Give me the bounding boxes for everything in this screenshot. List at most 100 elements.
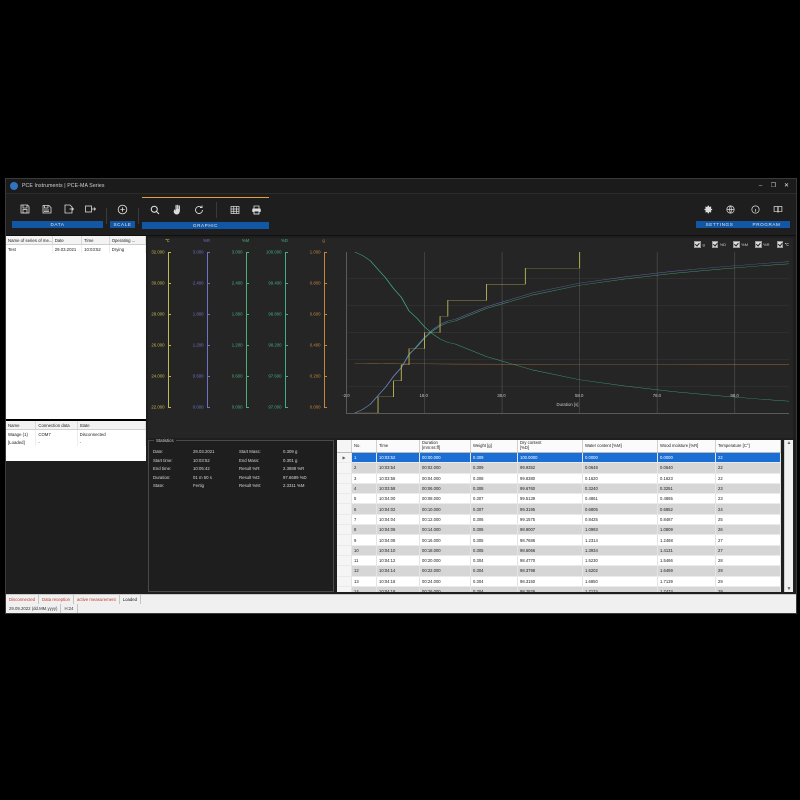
table-row[interactable]: 12 10:04:14 00:22.000 0.304 98.3798 1.6202 1.6…	[337, 566, 781, 577]
y-axis-tick-label-3-4: 97.600	[268, 373, 282, 379]
series-col-date[interactable]: Date	[53, 236, 83, 244]
table-row[interactable]: 14 10:04:18 00:26.000 0.304 98.2826 1.7174 1.7…	[337, 586, 781, 592]
connection-list-row[interactable]: [Loaded] - -	[6, 438, 146, 446]
table-row[interactable]: 7 10:04:04 00:12.000 0.306 99.1575 0.8425 0.84…	[337, 514, 781, 526]
connection-list-row[interactable]: Waage (1) COM7 Disconnected	[6, 430, 146, 438]
row-marker-10	[337, 555, 352, 566]
row-marker-5	[337, 504, 352, 514]
ribbon-group-label-settings[interactable]: SETTINGS	[696, 221, 743, 228]
table-row[interactable]: ▶ 1 10:03:52 00:00.000 0.309 100.0000 0.0000 0.…	[337, 453, 781, 464]
legend-item-0[interactable]: g	[694, 241, 705, 248]
cell-5-0: 6	[352, 504, 377, 514]
table-row[interactable]: 2 10:03:54 00:02.000 0.309 99.9352 0.0648 0.06…	[337, 463, 781, 474]
series-col-name[interactable]: Name of series of me...	[8, 236, 53, 244]
series-col-operating[interactable]: Operating ...	[110, 236, 146, 244]
zoom-icon[interactable]	[147, 203, 162, 217]
cell-2-1: 10:03:56	[377, 473, 420, 483]
data-grid-body[interactable]: ▶ 1 10:03:52 00:00.000 0.309 100.0000 0.0000 0.…	[337, 453, 781, 592]
chart-legend: g %D %M %R ℃	[694, 241, 789, 248]
grid-icon[interactable]	[227, 203, 242, 217]
grid-col-water-content[interactable]: Water content [%M]	[583, 440, 658, 452]
legend-checkbox-2[interactable]	[733, 241, 740, 248]
cell-5-1: 10:04:02	[377, 504, 420, 514]
table-row[interactable]: 8 10:04:06 00:14.000 0.306 98.9007 1.0993 1.08…	[337, 525, 781, 536]
legend-item-1[interactable]: %D	[711, 241, 726, 248]
maximize-button[interactable]: ❐	[770, 183, 777, 189]
grid-col-no[interactable]: No.	[352, 440, 377, 452]
table-row[interactable]: 4 10:03:58 00:06.000 0.308 99.6760 0.3240 0.32…	[337, 483, 781, 495]
table-row[interactable]: 13 10:04:16 00:24.000 0.304 98.3150 1.6850 1.7…	[337, 576, 781, 587]
table-row[interactable]: 9 10:04:08 00:16.000 0.305 98.7686 1.2314 1.24…	[337, 535, 781, 546]
table-row[interactable]: 3 10:03:56 00:04.000 0.308 99.8380 0.1620 0.16…	[337, 473, 781, 484]
window-body: Name of series of me... Date Time Operat…	[6, 236, 796, 594]
series-col-time[interactable]: Time	[82, 236, 110, 244]
legend-checkbox-3[interactable]	[755, 241, 762, 248]
print-icon[interactable]	[249, 203, 264, 217]
grid-col-time[interactable]: Time	[377, 440, 420, 452]
cell-8-3: 0.305	[471, 535, 518, 545]
y-axis-tick-3-5	[284, 407, 288, 408]
gear-icon[interactable]	[701, 202, 716, 216]
globe-icon[interactable]	[723, 202, 738, 216]
ribbon-group-label-data[interactable]: DATA	[12, 221, 103, 228]
scroll-down-button[interactable]: ▼	[786, 586, 792, 592]
measurement-chart[interactable]: g %D %M %R ℃ ℃ 32.000 30.000 28.000 26.000 24.000…	[148, 238, 793, 438]
connection-col-name[interactable]: Name	[6, 421, 37, 429]
save-series-icon[interactable]	[39, 202, 54, 216]
stat-value-left-4: Fertig	[193, 483, 204, 489]
cell-1-6: 0.0640	[658, 463, 716, 473]
database-export-icon[interactable]	[83, 202, 98, 216]
chart-plot-area[interactable]	[346, 252, 789, 414]
add-scale-icon[interactable]	[115, 202, 130, 216]
grid-col-wood-moisture[interactable]: Wood moisture [%R]	[658, 440, 716, 452]
legend-item-3[interactable]: %R	[755, 241, 770, 248]
grid-col-dry-content[interactable]: Dry content [%D]	[518, 440, 583, 452]
info-icon[interactable]	[748, 202, 763, 216]
series-list-row[interactable]: Test 29.03.2021 10:03:52 Drying	[6, 245, 146, 253]
cell-5-6: 0.6852	[658, 504, 716, 514]
connection-cell-state: Disconnected	[78, 430, 146, 438]
data-grid-panel[interactable]: No. Time Duration [mm:ss:ff] Weight [g] …	[337, 440, 781, 592]
close-button[interactable]: ✕	[783, 183, 790, 189]
right-panel: g %D %M %R ℃ ℃ 32.000 30.000 28.000 26.000 24.000…	[146, 236, 796, 594]
stat-value-right-1: 0.301 g	[283, 457, 298, 463]
legend-item-2[interactable]: %M	[733, 241, 748, 248]
manual-book-icon[interactable]	[770, 202, 785, 216]
legend-checkbox-4[interactable]	[776, 241, 783, 248]
y-axis-line-0	[167, 252, 169, 407]
export-icon[interactable]	[61, 202, 76, 216]
grid-col-weight[interactable]: Weight [g]	[471, 440, 518, 452]
cell-3-1: 10:03:58	[377, 483, 420, 494]
title-bar: PCE Instruments | PCE-MA Series – ❐ ✕	[6, 179, 796, 194]
ribbon-group-label-scale[interactable]: SCALE	[110, 221, 135, 228]
cell-4-4: 99.5139	[518, 494, 583, 504]
table-row[interactable]: 6 10:04:02 00:10.000 0.307 99.3195 0.6805 0.68…	[337, 504, 781, 515]
minimize-button[interactable]: –	[758, 183, 763, 189]
y-axis-tick-label-3-1: 99.400	[268, 280, 282, 286]
table-row[interactable]: 5 10:04:00 00:08.000 0.307 99.5139 0.4861 0.48…	[337, 494, 781, 505]
ribbon-group-label-program[interactable]: PROGRAM	[743, 221, 790, 228]
statistics-row-0: Date: 29.03.2021 Start Mass: 0.309 g	[153, 448, 329, 457]
grid-col-temperature[interactable]: Temperature [C°]	[716, 440, 781, 452]
ribbon-group-label-graphic[interactable]: GRAPHIC	[142, 222, 269, 229]
legend-checkbox-0[interactable]	[694, 241, 701, 248]
y-axis-unit-2: %M	[241, 238, 250, 243]
reset-rotate-icon[interactable]	[191, 203, 206, 217]
data-grid-scrollbar[interactable]: ▲ ▼	[784, 440, 793, 592]
y-axis-tick-label-1-2: 1.800	[192, 311, 204, 317]
legend-checkbox-1[interactable]	[711, 241, 719, 248]
table-row[interactable]: 10 10:04:10 00:18.000 0.305 98.6066 1.3934 1.4…	[337, 545, 781, 556]
scroll-up-button[interactable]: ▲	[786, 440, 792, 446]
save-icon[interactable]	[17, 202, 32, 216]
grid-col-duration[interactable]: Duration [mm:ss:ff]	[420, 440, 471, 452]
connection-col-state[interactable]: State	[78, 421, 146, 429]
series-list-table[interactable]: Name of series of me... Date Time Operat…	[6, 236, 146, 420]
table-row[interactable]: 11 10:04:12 00:20.000 0.304 98.4770 1.5230 1.5…	[337, 555, 781, 567]
connection-list-table[interactable]: Name Connection data State Waage (1) COM…	[6, 420, 146, 461]
data-grid[interactable]: No. Time Duration [mm:ss:ff] Weight [g] …	[337, 440, 781, 592]
cell-8-6: 1.2468	[658, 535, 716, 545]
hand-pan-icon[interactable]	[169, 203, 184, 217]
legend-item-4[interactable]: ℃	[776, 241, 789, 248]
connection-col-data[interactable]: Connection data	[36, 421, 78, 429]
y-axis-tick-4-4	[323, 376, 327, 377]
